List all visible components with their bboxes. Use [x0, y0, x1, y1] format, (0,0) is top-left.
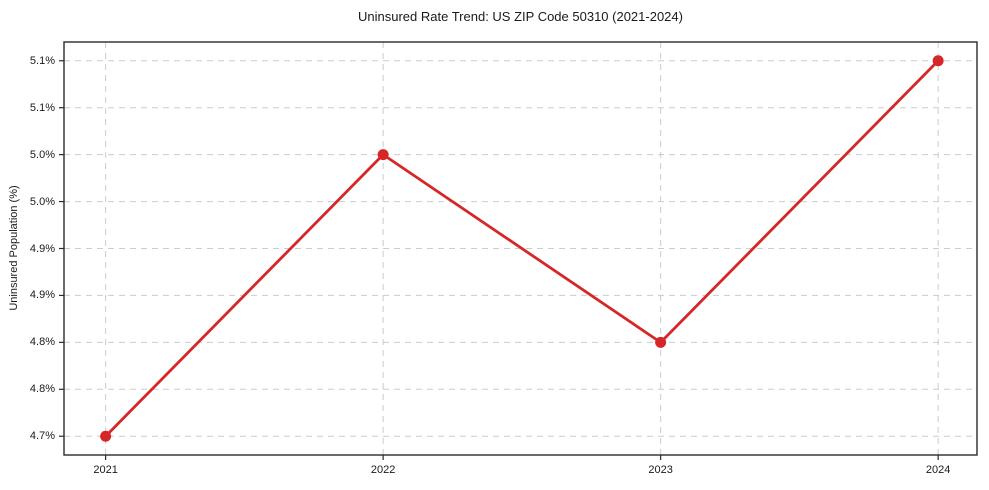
y-tick-label: 4.9% [29, 289, 55, 302]
y-tick-label: 4.8% [29, 336, 55, 349]
series-line [104, 59, 940, 438]
y-tick-label: 4.8% [29, 383, 55, 396]
y-tick-label: 5.0% [29, 195, 55, 208]
data-point-marker [100, 430, 112, 442]
y-tick-label: 4.7% [29, 430, 55, 443]
y-tick-label: 5.1% [29, 54, 55, 67]
data-point-marker [655, 336, 667, 348]
data-point-marker [932, 55, 944, 67]
x-tick-label: 2024 [925, 464, 951, 476]
x-tick-label: 2023 [648, 464, 673, 476]
x-tick-label: 2021 [93, 464, 118, 476]
y-tick-label: 4.9% [29, 242, 55, 255]
data-point-marker [377, 149, 389, 161]
plot-border [63, 41, 978, 456]
y-tick-label: 5.1% [29, 101, 55, 114]
chart-title: Uninsured Rate Trend: US ZIP Code 50310 … [358, 9, 683, 24]
y-tick-label: 5.0% [29, 148, 55, 161]
x-tick-label: 2022 [370, 464, 396, 476]
